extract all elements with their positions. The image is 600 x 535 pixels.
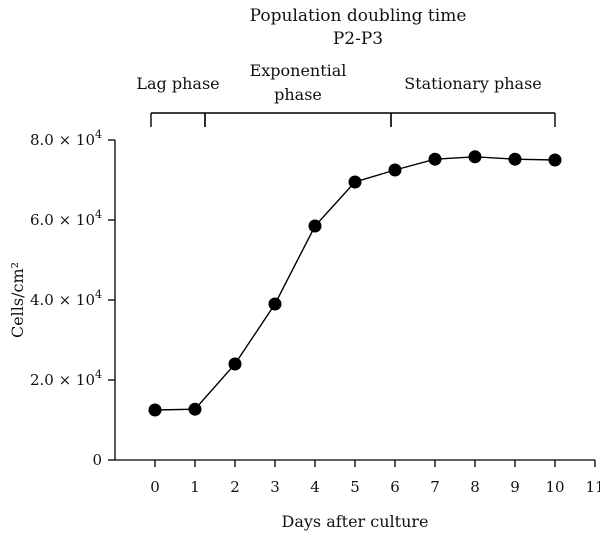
data-point [428,152,442,166]
x-axis-label: Days after culture [281,512,428,531]
data-point [388,163,402,177]
x-tick-label: 8 [470,478,480,496]
phase-label: Stationary phase [404,74,542,93]
x-tick-label: 10 [545,478,564,496]
x-tick-label: 1 [190,478,200,496]
y-axis-label: Cells/cm² [8,262,27,338]
y-ticks: 0 2.0 × 104 4.0 × 104 6.0 × 104 8.0 × 104 [30,128,115,469]
phase-label: phase [274,85,322,104]
chart-subtitle: P2-P3 [333,29,383,49]
phase-label: Lag phase [136,74,219,93]
x-tick-label: 11 [585,478,600,496]
data-point [348,175,362,189]
data-point [268,297,282,311]
data-point [468,150,482,164]
x-tick-label: 4 [310,478,320,496]
data-point [508,152,522,166]
x-ticks: 0 1 2 3 4 5 6 7 8 9 10 11 [150,460,600,496]
y-tick-label: 8.0 × 104 [30,128,102,149]
x-tick-label: 2 [230,478,240,496]
y-tick-label: 2.0 × 104 [30,368,102,389]
x-tick-label: 3 [270,478,280,496]
y-tick-label: 6.0 × 104 [30,208,102,229]
x-tick-label: 9 [510,478,520,496]
data-point [548,153,562,167]
phase-brackets: Lag phase Exponential phase Stationary phas… [136,61,556,127]
phase-label: Exponential [250,61,347,80]
x-tick-label: 0 [150,478,160,496]
x-tick-label: 5 [350,478,360,496]
data-point [188,402,202,416]
data-point [148,403,162,417]
data-point [228,357,242,371]
data-point [308,219,322,233]
series-line [154,156,556,411]
chart-title: Population doubling time [250,6,467,26]
y-tick-label: 4.0 × 104 [30,288,102,309]
x-tick-label: 6 [390,478,400,496]
x-tick-label: 7 [430,478,440,496]
series [148,150,562,417]
y-tick-label: 0 [92,451,102,469]
